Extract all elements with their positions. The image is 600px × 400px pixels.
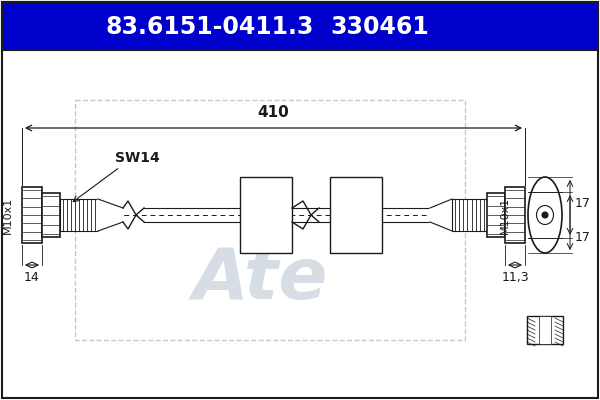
Bar bbox=[240, 177, 292, 253]
Bar bbox=[487, 193, 505, 237]
Ellipse shape bbox=[536, 206, 554, 224]
Bar bbox=[75, 100, 465, 340]
Bar bbox=[42, 193, 60, 237]
Text: 17: 17 bbox=[575, 197, 591, 210]
Bar bbox=[2, 2, 598, 50]
Text: 17: 17 bbox=[575, 231, 591, 244]
Bar bbox=[22, 187, 42, 243]
Circle shape bbox=[542, 212, 548, 218]
Bar bbox=[60, 199, 98, 231]
Ellipse shape bbox=[528, 177, 562, 253]
Text: SW14: SW14 bbox=[115, 151, 160, 165]
Text: 410: 410 bbox=[257, 105, 289, 120]
Text: 330461: 330461 bbox=[331, 15, 430, 39]
Text: 11,3: 11,3 bbox=[501, 271, 529, 284]
Text: M10x1: M10x1 bbox=[3, 196, 13, 234]
Polygon shape bbox=[98, 199, 123, 231]
Text: 14: 14 bbox=[24, 271, 40, 284]
Text: 83.6151-0411.3: 83.6151-0411.3 bbox=[106, 15, 314, 39]
Bar bbox=[330, 177, 382, 253]
Polygon shape bbox=[430, 199, 452, 231]
Bar bbox=[2, 2, 598, 50]
Bar bbox=[505, 187, 525, 243]
Text: Ate: Ate bbox=[193, 246, 328, 314]
Text: M10x1: M10x1 bbox=[500, 196, 510, 234]
Bar bbox=[539, 316, 551, 344]
Bar bbox=[452, 199, 487, 231]
Bar bbox=[527, 316, 563, 344]
